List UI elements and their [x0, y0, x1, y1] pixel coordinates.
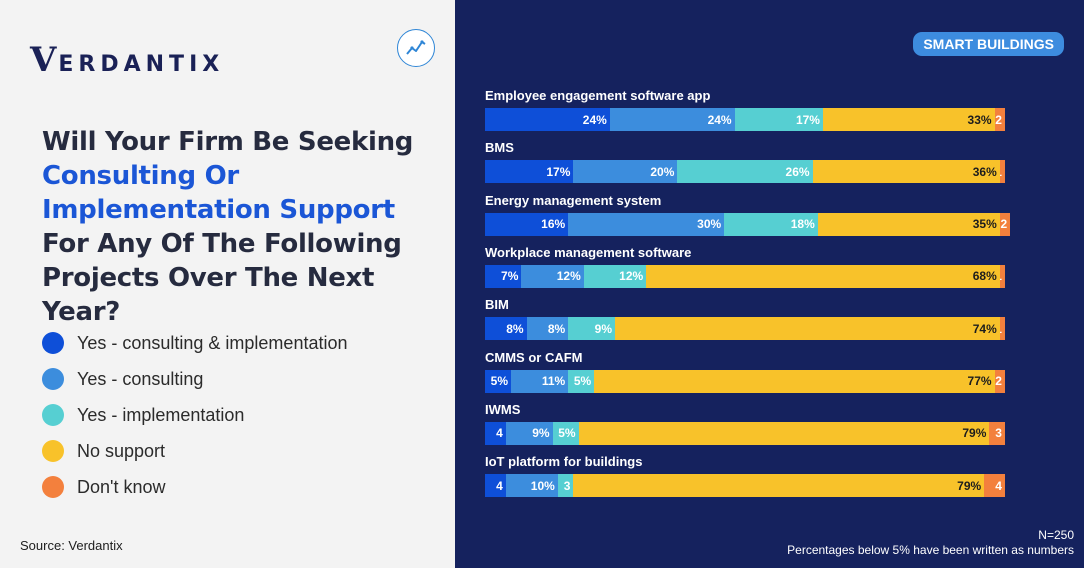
legend-label: Yes - consulting & implementation — [77, 332, 348, 353]
bar-segment: 1 — [999, 264, 1005, 288]
bar-row: 8%8%9%74%1 — [485, 317, 1005, 341]
bar-segment: 79% — [573, 474, 985, 498]
bar-row: 4 10% 3 79% 4 — [485, 474, 1005, 498]
bar-segment: 4 — [984, 474, 1005, 498]
trend-chart-icon — [397, 29, 435, 67]
bar-segment: 79% — [578, 421, 990, 445]
legend-item: No support — [42, 433, 347, 469]
category-label: BIM — [485, 297, 509, 313]
bar-segment: 7% — [485, 264, 522, 288]
bar-segment: 1 — [999, 160, 1005, 184]
bar-segment: 10% — [505, 474, 558, 498]
category-label: BMS — [485, 140, 514, 156]
bar-segment: 5% — [485, 369, 511, 393]
footnote: N=250 Percentages below 5% have been wri… — [787, 528, 1074, 558]
legend-dot — [42, 368, 64, 390]
bar-row: 7%12%12%68%1 — [485, 264, 1005, 288]
footnote-note: Percentages below 5% have been written a… — [787, 543, 1074, 557]
title-part2: For Any Of The Following Projects Over T… — [42, 229, 402, 327]
verdantix-logo: VERDANTIX — [30, 40, 225, 80]
bar-segment: 30% — [568, 212, 725, 236]
bar-segment: 16% — [485, 212, 569, 236]
bar-segment: 1 — [999, 317, 1005, 341]
bar-segment: 35% — [817, 212, 1000, 236]
sample-size: N=250 — [1038, 528, 1074, 542]
bar-segment: 3 — [557, 474, 574, 498]
bar-segment: 4 — [485, 421, 506, 445]
chart-panel: SMART BUILDINGS Employee engagement soft… — [455, 0, 1084, 568]
bar-segment: 2 — [994, 108, 1005, 131]
category-label: Workplace management software — [485, 244, 692, 260]
bar-segment: 68% — [646, 264, 1000, 288]
category-label: IWMS — [485, 401, 521, 417]
bar-segment: 5% — [568, 369, 595, 393]
bar-segment: 17% — [485, 160, 574, 184]
bar-row: 5% 11% 5% 77% 2 — [485, 369, 1005, 393]
legend-label: Don't know — [77, 476, 166, 497]
bar-segment: 33% — [822, 108, 995, 131]
bar-segment: 8% — [526, 317, 569, 341]
bar-segment: 11% — [511, 369, 569, 393]
category-label: IoT platform for buildings — [485, 454, 643, 470]
left-panel: VERDANTIX Will Your Firm Be Seeking Cons… — [0, 0, 455, 568]
bar-segment: 74% — [614, 317, 1000, 341]
bar-segment: 18% — [724, 212, 818, 236]
legend-dot — [42, 332, 64, 354]
category-label: Energy management system — [485, 192, 662, 208]
legend-dot — [42, 476, 64, 498]
bar-segment: 5% — [552, 421, 579, 445]
legend-item: Yes - consulting & implementation — [42, 325, 347, 361]
bar-segment: 3 — [989, 421, 1005, 445]
category-label: Employee engagement software app — [485, 88, 711, 103]
bar-segment: 9% — [505, 421, 553, 445]
bar-segment: 12% — [521, 264, 584, 288]
bar-segment: 4 — [485, 474, 506, 498]
chart-legend: Yes - consulting & implementation Yes - c… — [42, 325, 347, 505]
bar-segment: 2 — [994, 369, 1005, 393]
bar-segment: 12% — [583, 264, 647, 288]
bar-row: 16% 30% 18% 35% 2 — [485, 212, 1011, 236]
bar-row: 24% 24% 17% 33% 2 — [485, 108, 1005, 131]
legend-item: Yes - implementation — [42, 397, 347, 433]
bar-segment: 36% — [812, 160, 1000, 184]
bar-segment: 2 — [999, 212, 1011, 236]
bar-segment: 8% — [485, 317, 527, 341]
bar-segment: 20% — [573, 160, 678, 184]
legend-item: Don't know — [42, 469, 347, 505]
bar-row: 4 9% 5% 79% 3 — [485, 421, 1005, 445]
legend-item: Yes - consulting — [42, 361, 347, 397]
bar-segment: 24% — [609, 108, 735, 131]
source-note: Source: Verdantix — [20, 538, 123, 553]
legend-label: No support — [77, 440, 166, 461]
category-label: CMMS or CAFM — [485, 349, 583, 365]
bar-row: 17%20%26%36%1 — [485, 160, 1005, 184]
legend-dot — [42, 404, 64, 426]
title-part1: Will Your Firm Be Seeking — [42, 127, 414, 157]
category-tag: SMART BUILDINGS — [913, 32, 1064, 56]
stacked-bar-chart: Employee engagement software app 24% 24% 17… — [455, 0, 1084, 520]
bar-segment: 24% — [485, 108, 610, 131]
legend-dot — [42, 440, 64, 462]
page-title: Will Your Firm Be Seeking Consulting Or … — [42, 125, 447, 329]
bar-segment: 17% — [734, 108, 823, 131]
bar-segment: 26% — [677, 160, 813, 184]
legend-label: Yes - implementation — [77, 404, 245, 425]
title-highlight: Consulting Or Implementation Support — [42, 161, 395, 225]
legend-label: Yes - consulting — [77, 368, 204, 389]
bar-segment: 77% — [594, 369, 995, 393]
bar-segment: 9% — [568, 317, 615, 341]
